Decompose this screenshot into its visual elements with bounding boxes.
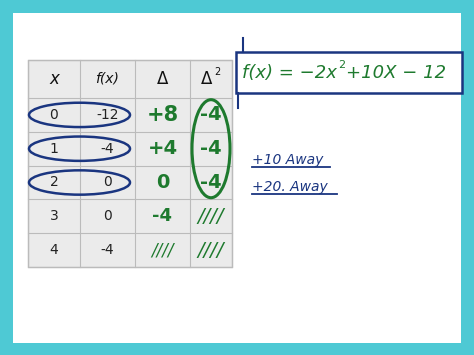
Text: Δ: Δ bbox=[157, 70, 168, 88]
Text: ////: //// bbox=[198, 241, 224, 260]
Text: ////: //// bbox=[198, 207, 224, 226]
FancyBboxPatch shape bbox=[236, 52, 462, 93]
Text: 4: 4 bbox=[50, 243, 58, 257]
Text: +8: +8 bbox=[146, 105, 179, 125]
Text: +10 Away: +10 Away bbox=[252, 153, 323, 167]
Text: 0: 0 bbox=[50, 108, 58, 122]
Text: 2: 2 bbox=[50, 175, 58, 190]
Text: -4: -4 bbox=[200, 105, 222, 124]
Text: 1: 1 bbox=[50, 142, 58, 156]
Text: -4: -4 bbox=[200, 173, 222, 192]
Text: 2: 2 bbox=[338, 60, 345, 70]
Text: x: x bbox=[49, 70, 59, 88]
Text: 3: 3 bbox=[50, 209, 58, 223]
Text: +20. Away: +20. Away bbox=[252, 180, 328, 194]
Text: Δ: Δ bbox=[201, 70, 213, 88]
Text: f(x): f(x) bbox=[96, 72, 119, 86]
Text: 0: 0 bbox=[103, 209, 112, 223]
Text: -4: -4 bbox=[100, 243, 114, 257]
Text: ////: //// bbox=[151, 241, 174, 259]
Text: -4: -4 bbox=[100, 142, 114, 156]
Text: -12: -12 bbox=[96, 108, 119, 122]
Text: f(x) = −2x: f(x) = −2x bbox=[242, 64, 337, 82]
FancyBboxPatch shape bbox=[13, 13, 461, 343]
Text: 0: 0 bbox=[103, 175, 112, 190]
FancyBboxPatch shape bbox=[28, 60, 232, 267]
Text: -4: -4 bbox=[200, 139, 222, 158]
Text: +10X − 12: +10X − 12 bbox=[346, 64, 446, 82]
Text: 2: 2 bbox=[214, 67, 220, 77]
Text: 0: 0 bbox=[156, 173, 169, 192]
Text: +4: +4 bbox=[147, 139, 178, 158]
Text: -4: -4 bbox=[153, 207, 173, 225]
